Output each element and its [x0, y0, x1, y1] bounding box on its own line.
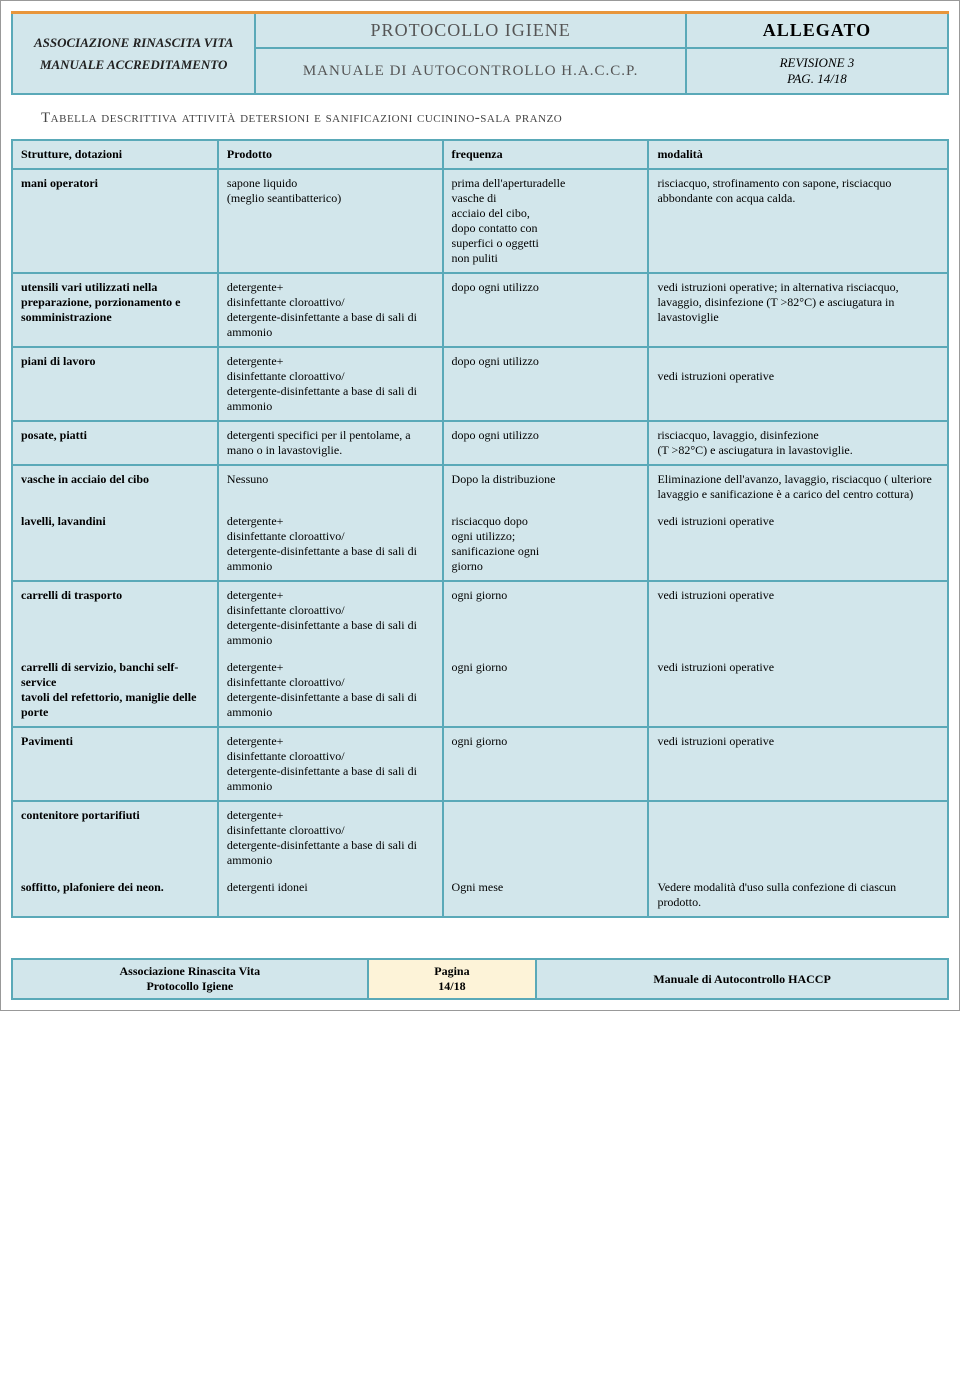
table-cell: vedi istruzioni operative	[648, 347, 948, 421]
table-cell: carrelli di trasporto	[12, 581, 218, 654]
header-left-cell: ASSOCIAZIONE RINASCITA VITA MANUALE ACCR…	[12, 13, 255, 95]
table-row: piani di lavorodetergente+disinfettante …	[12, 347, 948, 421]
table-cell: vedi istruzioni operative	[648, 508, 948, 581]
table-row: vasche in acciaio del ciboNessunoDopo la…	[12, 465, 948, 508]
table-cell: Eliminazione dell'avanzo, lavaggio, risc…	[648, 465, 948, 508]
table-cell: prima dell'aperturadelle vasche diacciai…	[443, 169, 649, 273]
section-title: Tabella descrittiva attività detersioni …	[41, 110, 949, 127]
table-row: carrelli di trasportodetergente+disinfet…	[12, 581, 948, 654]
table-cell: dopo ogni utilizzo	[443, 347, 649, 421]
table-row: soffitto, plafoniere dei neon.detergenti…	[12, 874, 948, 917]
table-cell: lavelli, lavandini	[12, 508, 218, 581]
table-cell: Pavimenti	[12, 727, 218, 801]
table-cell: soffitto, plafoniere dei neon.	[12, 874, 218, 917]
table-cell: piani di lavoro	[12, 347, 218, 421]
table-cell: detergente+disinfettante cloroattivo/det…	[218, 801, 443, 874]
table-cell: Nessuno	[218, 465, 443, 508]
header-allegato-cell: ALLEGATO	[686, 13, 948, 49]
table-cell: vedi istruzioni operative	[648, 654, 948, 727]
table-row: Pavimentidetergente+disinfettante cloroa…	[12, 727, 948, 801]
table-cell: detergenti idonei	[218, 874, 443, 917]
col-header-1: Strutture, dotazioni	[12, 140, 218, 169]
header-revision-cell: REVISIONE 3 PAG. 14/18	[686, 48, 948, 94]
table-cell: Vedere modalità d'uso sulla confezione d…	[648, 874, 948, 917]
table-row: lavelli, lavandinidetergente+disinfettan…	[12, 508, 948, 581]
table-row: contenitore portarifiutidetergente+disin…	[12, 801, 948, 874]
table-cell: detergente+disinfettante cloroattivo/det…	[218, 727, 443, 801]
doc-type: MANUALE ACCREDITAMENTO	[23, 57, 244, 73]
footer-org: Associazione Rinascita Vita	[21, 964, 359, 979]
table-cell: risciacquo dopoogni utilizzo;sanificazio…	[443, 508, 649, 581]
table-cell: vasche in acciaio del cibo	[12, 465, 218, 508]
table-cell: detergente+disinfettante cloroattivo/det…	[218, 508, 443, 581]
table-cell: vedi istruzioni operative; in alternativ…	[648, 273, 948, 347]
col-header-4: modalità	[648, 140, 948, 169]
document-footer: Associazione Rinascita Vita Protocollo I…	[11, 958, 949, 1000]
org-name: ASSOCIAZIONE RINASCITA VITA	[23, 35, 244, 51]
table-cell: dopo ogni utilizzo	[443, 273, 649, 347]
footer-page-label: Pagina	[377, 964, 527, 979]
table-cell: detergenti specifici per il pentolame, a…	[218, 421, 443, 465]
allegato-label: ALLEGATO	[763, 20, 871, 40]
table-cell: Dopo la distribuzione	[443, 465, 649, 508]
col-header-2: Prodotto	[218, 140, 443, 169]
table-cell: contenitore portarifiuti	[12, 801, 218, 874]
header-protocol-cell: PROTOCOLLO IGIENE	[255, 13, 686, 49]
table-cell: vedi istruzioni operative	[648, 581, 948, 654]
table-cell: ogni giorno	[443, 727, 649, 801]
footer-protocol: Protocollo Igiene	[21, 979, 359, 994]
page-label: PAG. 14/18	[697, 71, 937, 87]
table-row: carrelli di servizio, banchi self-servic…	[12, 654, 948, 727]
footer-left-cell: Associazione Rinascita Vita Protocollo I…	[12, 959, 368, 999]
table-cell: Ogni mese	[443, 874, 649, 917]
footer-right-cell: Manuale di Autocontrollo HACCP	[536, 959, 948, 999]
table-cell: detergente+disinfettante cloroattivo/det…	[218, 347, 443, 421]
table-cell: mani operatori	[12, 169, 218, 273]
footer-mid-cell: Pagina 14/18	[368, 959, 536, 999]
table-cell: utensili vari utilizzati nella preparazi…	[12, 273, 218, 347]
table-cell: risciacquo, lavaggio, disinfezione(T >82…	[648, 421, 948, 465]
table-row: utensili vari utilizzati nella preparazi…	[12, 273, 948, 347]
protocol-title: PROTOCOLLO IGIENE	[371, 20, 571, 40]
document-header: ASSOCIAZIONE RINASCITA VITA MANUALE ACCR…	[11, 11, 949, 95]
table-row: mani operatorisapone liquido(meglio sean…	[12, 169, 948, 273]
table-cell: sapone liquido(meglio seantibatterico)	[218, 169, 443, 273]
col-header-3: frequenza	[443, 140, 649, 169]
table-cell	[443, 801, 649, 874]
table-cell: detergente+disinfettante cloroattivo/det…	[218, 581, 443, 654]
table-row: posate, piattidetergenti specifici per i…	[12, 421, 948, 465]
footer-manual: Manuale di Autocontrollo HACCP	[653, 972, 830, 986]
table-cell	[648, 801, 948, 874]
table-cell: carrelli di servizio, banchi self-servic…	[12, 654, 218, 727]
main-data-table: Strutture, dotazioni Prodotto frequenza …	[11, 139, 949, 918]
table-header-row: Strutture, dotazioni Prodotto frequenza …	[12, 140, 948, 169]
table-cell: vedi istruzioni operative	[648, 727, 948, 801]
header-manual-cell: MANUALE DI AUTOCONTROLLO H.A.C.C.P.	[255, 48, 686, 94]
table-cell: ogni giorno	[443, 581, 649, 654]
table-cell: detergente+disinfettante cloroattivo/det…	[218, 654, 443, 727]
revision-label: REVISIONE 3	[697, 55, 937, 71]
table-cell: detergente+disinfettante cloroattivo/det…	[218, 273, 443, 347]
table-cell: risciacquo, strofinamento con sapone, ri…	[648, 169, 948, 273]
table-cell: posate, piatti	[12, 421, 218, 465]
table-cell: ogni giorno	[443, 654, 649, 727]
footer-page-num: 14/18	[377, 979, 527, 994]
manual-title: MANUALE DI AUTOCONTROLLO H.A.C.C.P.	[303, 63, 639, 79]
table-cell: dopo ogni utilizzo	[443, 421, 649, 465]
